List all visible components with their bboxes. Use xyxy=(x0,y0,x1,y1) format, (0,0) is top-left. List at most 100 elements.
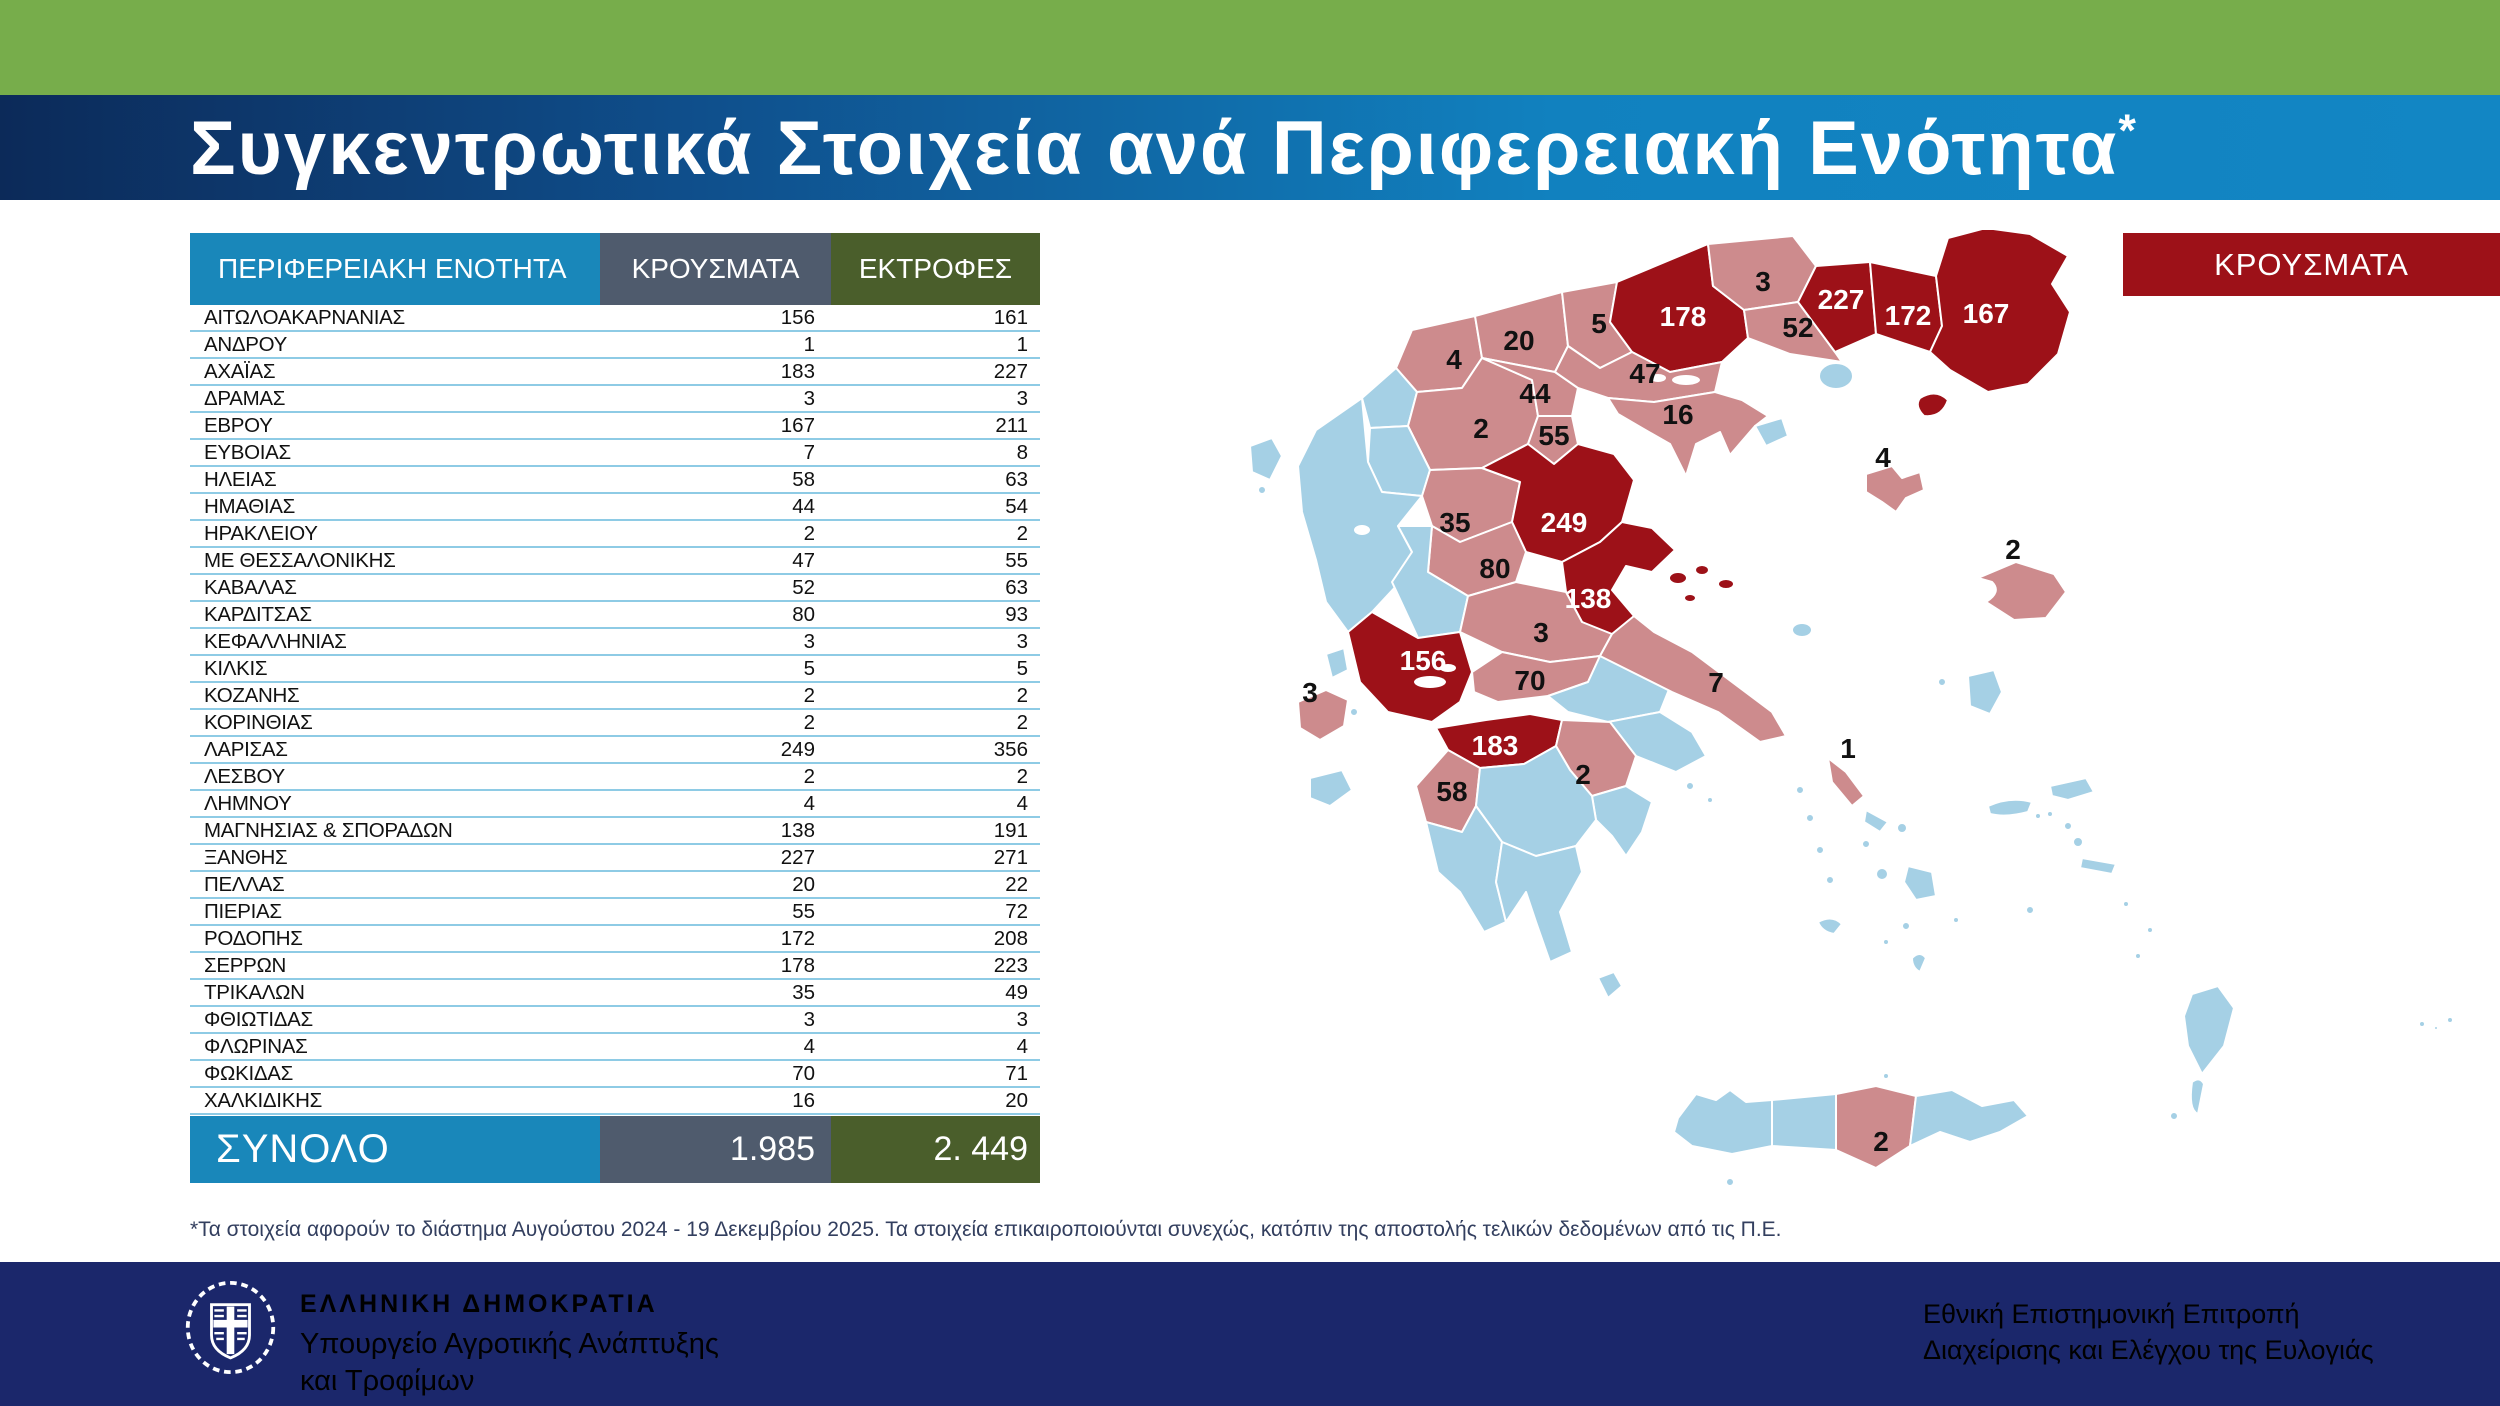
table-cell: 5 xyxy=(803,656,815,680)
map-value-label: 178 xyxy=(1660,301,1707,332)
map-region-mykonos xyxy=(1896,822,1908,834)
table-cell: 16 xyxy=(792,1088,815,1112)
table-row: ΔΡΑΜΑΣ 3 3 xyxy=(190,386,1040,413)
table-cell: 55 xyxy=(1005,548,1028,572)
table-cell: ΚΟΖΑΝΗΣ xyxy=(204,683,300,707)
table-header-row: ΠΕΡΙΦΕΡΕΙΑΚΗ ΕΝΟΤΗΤΑ ΚΡΟΥΣΜΑΤΑ ΕΚΤΡΟΦΕΣ xyxy=(190,233,1040,305)
map-region-kea xyxy=(1795,785,1805,795)
map-value-label: 4 xyxy=(1875,442,1891,473)
table-cell: 4 xyxy=(803,791,815,815)
map-region-psara xyxy=(1937,677,1947,687)
lake-lysimachia xyxy=(1440,664,1456,672)
map-value-label: 172 xyxy=(1885,300,1932,331)
table-cell: 2 xyxy=(803,521,815,545)
map-region-dia xyxy=(1882,1072,1890,1080)
lake-volvi xyxy=(1672,375,1700,385)
map-region-lesbos xyxy=(1977,561,2067,621)
table-cell: ΜΑΓΝΗΣΙΑΣ & ΣΠΟΡΑΔΩΝ xyxy=(204,818,453,842)
lake-koronia xyxy=(1650,374,1666,382)
map-region-nisyros xyxy=(2122,900,2130,908)
map-value-label: 183 xyxy=(1472,730,1519,761)
table-cell: ΠΙΕΡΙΑΣ xyxy=(204,899,282,923)
map-region-samothraki xyxy=(1916,392,1949,418)
table-cell: 271 xyxy=(993,845,1028,869)
table-cell: 3 xyxy=(1016,1007,1028,1031)
map-value-label: 35 xyxy=(1439,507,1470,538)
table-cell: 191 xyxy=(993,818,1028,842)
page-title: Συγκεντρωτικά Στοιχεία ανά Περιφερειακή … xyxy=(190,105,2138,191)
map-region-argolida xyxy=(1591,785,1653,857)
map-region-zakynthos xyxy=(1309,769,1353,807)
table-row: ΦΩΚΙΔΑΣ 70 71 xyxy=(190,1061,1040,1088)
map-region-thasos xyxy=(1818,362,1854,390)
map-value-label: 7 xyxy=(1708,667,1724,698)
table-cell: 1 xyxy=(1016,332,1028,356)
map-value-label: 2 xyxy=(2005,534,2021,565)
map-region-kastellorizo-islet2 xyxy=(2446,1016,2454,1024)
map-region-kasos xyxy=(2169,1111,2179,1121)
map-value-label: 3 xyxy=(1533,617,1549,648)
map-region-tinos xyxy=(1863,809,1889,833)
table-cell: 80 xyxy=(792,602,815,626)
map-region-ios xyxy=(1901,921,1911,931)
map-region-corfu xyxy=(1249,437,1283,481)
table-cell: ΡΟΔΟΠΗΣ xyxy=(204,926,303,950)
map-region-andros xyxy=(1827,757,1865,807)
table-cell: 3 xyxy=(1016,629,1028,653)
map-region-kos xyxy=(2079,857,2117,875)
map-value-label: 4 xyxy=(1446,344,1462,375)
map-region-lemnos xyxy=(1865,465,1925,513)
table-cell: ΧΑΛΚΙΔΙΚΗΣ xyxy=(204,1088,322,1112)
table-cell: 2 xyxy=(1016,764,1028,788)
table-row: ΚΑΒΑΛΑΣ 52 63 xyxy=(190,575,1040,602)
map-region-kalymnos xyxy=(2072,836,2084,848)
table-cell: ΑΝΔΡΟΥ xyxy=(204,332,288,356)
map-region-aitoloakarnania xyxy=(1347,611,1473,723)
map-value-label: 1 xyxy=(1840,733,1856,764)
column-header-cases: ΚΡΟΥΣΜΑΤΑ xyxy=(600,233,831,305)
map-region-aegina xyxy=(1706,796,1714,804)
table-cell: 2 xyxy=(1016,683,1028,707)
table-cell: 93 xyxy=(1005,602,1028,626)
map-value-label: 44 xyxy=(1519,378,1551,409)
table-cell: ΗΡΑΚΛΕΙΟΥ xyxy=(204,521,318,545)
table-cell: ΑΧΑΪΑΣ xyxy=(204,359,276,383)
table-row: ΞΑΝΘΗΣ 227 271 xyxy=(190,845,1040,872)
table-cell: 70 xyxy=(792,1061,815,1085)
green-top-strip xyxy=(0,0,2500,95)
ministry-line1: ΕΛΛΗΝΙΚΗ ΔΗΜΟΚΡΑΤΙΑ xyxy=(300,1290,658,1318)
table-cell: ΕΥΒΟΙΑΣ xyxy=(204,440,291,464)
table-total-row: ΣΥΝΟΛΟ 1.985 2. 449 xyxy=(190,1116,1040,1183)
map-region-syros xyxy=(1861,839,1871,849)
table-row: ΤΡΙΚΑΛΩΝ 35 49 xyxy=(190,980,1040,1007)
title-bar: Συγκεντρωτικά Στοιχεία ανά Περιφερειακή … xyxy=(0,95,2500,200)
table-cell: 2 xyxy=(803,710,815,734)
map-value-label: 2 xyxy=(1575,759,1591,790)
table-cell: ΗΛΕΙΑΣ xyxy=(204,467,277,491)
map-region-paros xyxy=(1875,867,1889,881)
map-region-rhodes xyxy=(2183,985,2235,1075)
table-cell: 63 xyxy=(1005,575,1028,599)
title-asterisk: * xyxy=(2118,105,2138,156)
table-cell: 71 xyxy=(1005,1061,1028,1085)
lake-trichonida xyxy=(1414,676,1446,688)
table-cell: 20 xyxy=(1005,1088,1028,1112)
hellenic-republic-emblem-icon xyxy=(185,1280,276,1375)
map-region-kastellorizo-islet xyxy=(2433,1025,2439,1031)
ministry-line3: και Τροφίμων xyxy=(300,1365,475,1398)
table-cell: ΛΑΡΙΣΑΣ xyxy=(204,737,288,761)
table-cell: 7 xyxy=(803,440,815,464)
committee-text-block: Εθνική Επιστημονική Επιτροπή Διαχείρισης… xyxy=(1923,1296,2374,1369)
lake-pamvotida xyxy=(1354,525,1370,535)
table-row: ΚΕΦΑΛΛΗΝΙΑΣ 3 3 xyxy=(190,629,1040,656)
map-value-label: 5 xyxy=(1591,308,1607,339)
table-cell: 5 xyxy=(1016,656,1028,680)
table-cell: ΤΡΙΚΑΛΩΝ xyxy=(204,980,305,1004)
map-region-rethymno xyxy=(1771,1093,1837,1151)
table-body: ΑΙΤΩΛΟΑΚΑΡΝΑΝΙΑΣ 156 161 ΑΝΔΡΟΥ 1 1 ΑΧΑΪΑΣ 183 2… xyxy=(190,305,1040,1115)
table-cell: 22 xyxy=(1005,872,1028,896)
table-cell: 227 xyxy=(780,845,815,869)
table-cell: 2 xyxy=(803,683,815,707)
map-value-label: 156 xyxy=(1400,645,1447,676)
